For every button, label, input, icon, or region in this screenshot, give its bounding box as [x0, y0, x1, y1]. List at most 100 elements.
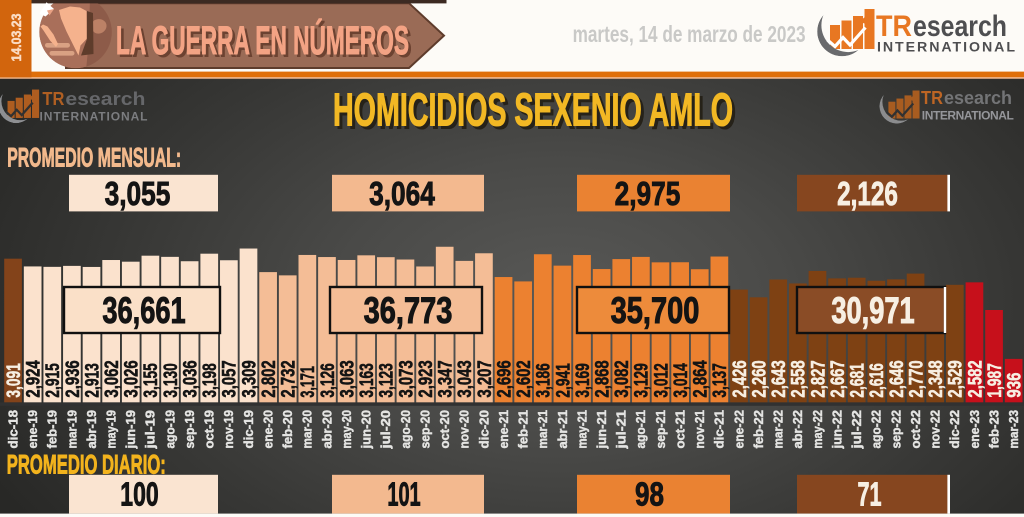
svg-text:jun-20: jun-20 [359, 410, 374, 450]
svg-text:LA GUERRA EN NÚMEROS: LA GUERRA EN NÚMEROS [119, 20, 412, 66]
svg-text:sep-20: sep-20 [417, 410, 432, 449]
svg-text:nov-19: nov-19 [221, 410, 236, 449]
svg-text:101: 101 [387, 476, 420, 513]
svg-text:3,130: 3,130 [161, 363, 182, 397]
svg-text:esearch: esearch [944, 87, 1012, 108]
svg-text:2,696: 2,696 [494, 360, 515, 397]
svg-text:HOMICIDIOS SEXENIO AMLO: HOMICIDIOS SEXENIO AMLO [336, 86, 736, 138]
svg-text:2,868: 2,868 [593, 360, 614, 397]
svg-text:may-20: may-20 [339, 410, 354, 449]
svg-text:2,643: 2,643 [769, 360, 790, 397]
svg-text:2,913: 2,913 [82, 363, 103, 397]
svg-text:ago-22: ago-22 [869, 410, 884, 449]
svg-text:3,073: 3,073 [396, 360, 417, 397]
svg-text:feb-20: feb-20 [280, 410, 295, 449]
svg-text:abr-20: abr-20 [319, 410, 334, 449]
svg-text:ene-20: ene-20 [260, 410, 275, 449]
svg-text:3,063: 3,063 [337, 360, 358, 397]
svg-text:3,062: 3,062 [102, 360, 123, 397]
svg-text:feb-19: feb-19 [45, 410, 60, 449]
svg-text:3,057: 3,057 [220, 360, 241, 397]
svg-text:3,129: 3,129 [632, 363, 653, 397]
svg-text:oct-22: oct-22 [908, 410, 923, 449]
svg-text:sep-19: sep-19 [182, 410, 197, 449]
svg-text:dic-20: dic-20 [476, 410, 491, 449]
svg-text:2,602: 2,602 [514, 360, 535, 397]
svg-text:dic-19: dic-19 [241, 410, 256, 449]
svg-text:esearch: esearch [913, 10, 1007, 43]
svg-text:nov-22: nov-22 [928, 410, 943, 449]
svg-text:35,700: 35,700 [611, 290, 700, 331]
svg-text:abr-19: abr-19 [84, 410, 99, 449]
svg-text:LA GUERRA EN NÚMEROS: LA GUERRA EN NÚMEROS [116, 17, 409, 63]
svg-text:3,163: 3,163 [357, 363, 378, 397]
svg-text:3,186: 3,186 [534, 363, 555, 397]
svg-text:3,043: 3,043 [455, 360, 476, 397]
svg-text:2,802: 2,802 [259, 360, 280, 397]
svg-text:2,426: 2,426 [730, 360, 751, 397]
svg-text:sep-22: sep-22 [888, 410, 903, 449]
svg-text:3,169: 3,169 [573, 363, 594, 397]
svg-text:3,126: 3,126 [318, 363, 339, 397]
svg-text:may-19: may-19 [104, 410, 119, 449]
svg-text:feb-22: feb-22 [751, 410, 766, 449]
svg-text:3,012: 3,012 [651, 363, 672, 397]
svg-text:jun-21: jun-21 [594, 410, 609, 450]
svg-text:2,582: 2,582 [965, 360, 986, 397]
svg-text:3,198: 3,198 [200, 363, 221, 397]
svg-text:PROMEDIO MENSUAL:: PROMEDIO MENSUAL: [7, 142, 181, 172]
svg-text:2,936: 2,936 [63, 360, 84, 397]
svg-text:oct-19: oct-19 [202, 410, 217, 449]
svg-text:2,616: 2,616 [867, 363, 888, 397]
svg-text:2,975: 2,975 [615, 176, 681, 213]
svg-text:2,558: 2,558 [789, 360, 810, 397]
svg-text:feb-23: feb-23 [986, 410, 1001, 449]
svg-text:2,827: 2,827 [808, 360, 829, 397]
svg-text:TR: TR [876, 10, 912, 43]
svg-text:may-22: may-22 [810, 410, 825, 449]
svg-text:nov-20: nov-20 [457, 410, 472, 449]
svg-text:mar-19: mar-19 [64, 410, 79, 449]
svg-text:2,923: 2,923 [416, 360, 437, 397]
svg-text:ago-20: ago-20 [398, 410, 413, 449]
svg-text:2,941: 2,941 [553, 363, 574, 398]
svg-text:sep-21: sep-21 [653, 410, 668, 449]
svg-text:jul-19: jul-19 [143, 410, 158, 450]
svg-text:ene-22: ene-22 [731, 410, 746, 449]
svg-text:INTERNATIONAL: INTERNATIONAL [877, 39, 1015, 55]
svg-text:martes, 14 de marzo de 2023: martes, 14 de marzo de 2023 [573, 21, 806, 47]
svg-text:2,924: 2,924 [24, 360, 45, 398]
svg-text:71: 71 [858, 476, 882, 513]
svg-text:3,055: 3,055 [105, 176, 171, 213]
svg-text:oct-21: oct-21 [672, 410, 687, 449]
svg-text:3,082: 3,082 [612, 360, 633, 397]
svg-text:oct-20: oct-20 [437, 410, 452, 449]
svg-text:936: 936 [1005, 373, 1024, 398]
svg-text:98: 98 [635, 476, 664, 513]
svg-text:2,681: 2,681 [848, 363, 869, 398]
svg-text:2,260: 2,260 [749, 360, 770, 397]
svg-text:INTERNATIONAL: INTERNATIONAL [922, 109, 1014, 123]
svg-text:mar-20: mar-20 [300, 410, 315, 449]
svg-text:abr-22: abr-22 [790, 410, 805, 449]
svg-text:mar-21: mar-21 [535, 410, 550, 449]
svg-text:ene-21: ene-21 [496, 410, 511, 449]
svg-text:TR: TR [921, 87, 943, 108]
svg-text:3,171: 3,171 [298, 366, 319, 398]
svg-text:jun-22: jun-22 [829, 410, 844, 450]
svg-text:ago-19: ago-19 [162, 410, 177, 449]
svg-text:3,014: 3,014 [671, 363, 692, 398]
svg-text:2,915: 2,915 [43, 363, 64, 398]
svg-text:2,732: 2,732 [279, 360, 300, 397]
svg-text:feb-21: feb-21 [516, 410, 531, 449]
svg-text:PROMEDIO DIARIO:: PROMEDIO DIARIO: [7, 449, 166, 479]
svg-text:mar-23: mar-23 [1006, 410, 1021, 449]
svg-text:ene-23: ene-23 [967, 410, 982, 449]
svg-text:3,123: 3,123 [377, 363, 398, 397]
svg-text:2,770: 2,770 [906, 360, 927, 397]
svg-text:3,347: 3,347 [436, 360, 457, 397]
svg-text:2,864: 2,864 [691, 360, 712, 398]
svg-text:jul-20: jul-20 [378, 410, 393, 450]
svg-text:TR: TR [42, 88, 64, 109]
svg-text:esearch: esearch [65, 88, 145, 109]
